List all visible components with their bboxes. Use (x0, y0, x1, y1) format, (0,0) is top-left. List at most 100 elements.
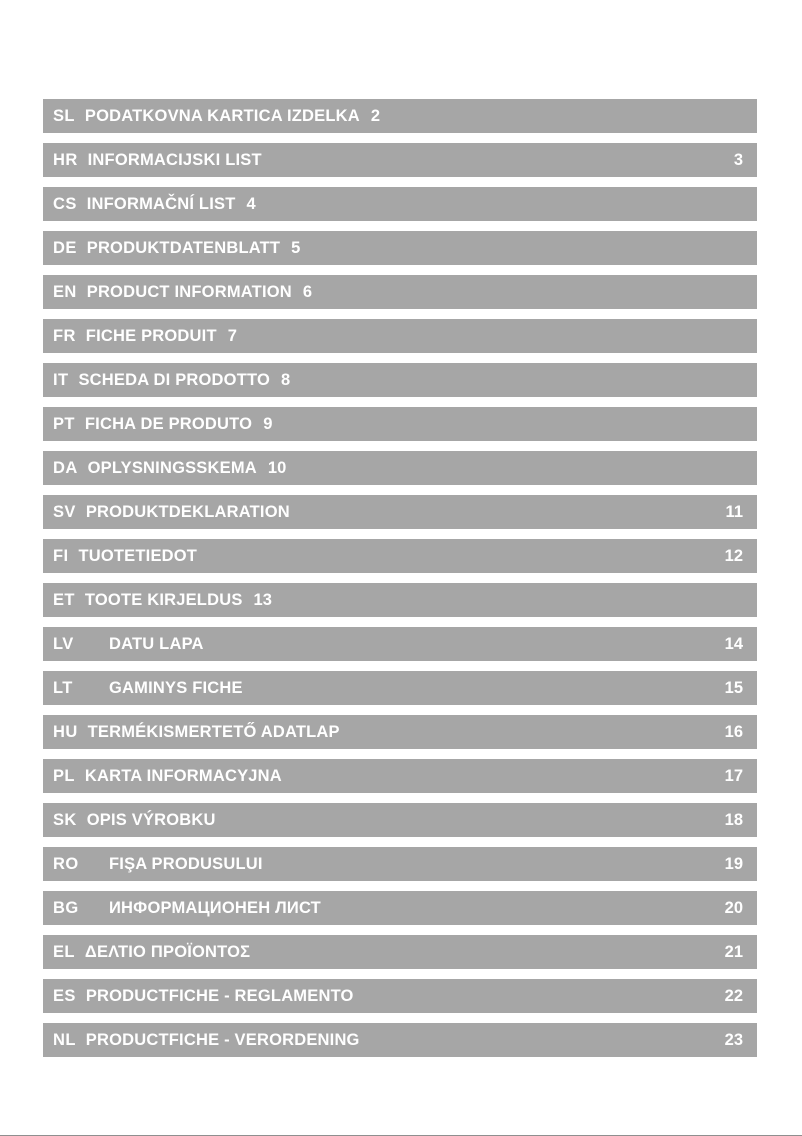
entry-title: INFORMACIJSKI LIST (87, 150, 262, 169)
entry-title: FIŞA PRODUSULUI (109, 854, 263, 873)
entry-title: TOOTE KIRJELDUS (84, 590, 243, 609)
toc-row-left: FR FICHE PRODUIT 7 (53, 328, 237, 345)
toc-row[interactable]: LV DATU LAPA 14 14 (43, 627, 757, 661)
entry-title: DATU LAPA (109, 634, 204, 653)
page-number-inline: 9 (263, 414, 273, 433)
language-code: EL (53, 942, 75, 961)
entry-title: INFORMAČNÍ LIST (86, 194, 236, 213)
page-number-right: 14 (724, 634, 743, 653)
language-code: LV (53, 634, 74, 653)
page-number-inline: 4 (246, 194, 256, 213)
page-number-right: 22 (724, 986, 743, 1005)
page-number-inline: 8 (281, 370, 291, 389)
language-code: FI (53, 546, 69, 565)
toc-row-left: NL PRODUCTFICHE - VERORDENING 23 (53, 1032, 360, 1049)
toc-row[interactable]: NL PRODUCTFICHE - VERORDENING 23 23 (43, 1023, 757, 1057)
toc-row[interactable]: SL PODATKOVNA KARTICA IZDELKA 2 2 (43, 99, 757, 133)
language-code: SK (53, 810, 77, 829)
toc-row[interactable]: LT GAMINYS FICHE 15 15 (43, 671, 757, 705)
entry-title: PRODUKTDATENBLATT (86, 238, 281, 257)
toc-row[interactable]: BG ИНФОРМАЦИОНЕН ЛИСТ 20 20 (43, 891, 757, 925)
entry-title: PODATKOVNA KARTICA IZDELKA (84, 106, 360, 125)
entry-title: KARTA INFORMACYJNA (84, 766, 282, 785)
language-code: BG (53, 898, 79, 917)
toc-row[interactable]: SV PRODUKTDEKLARATION 11 11 (43, 495, 757, 529)
toc-row-left: RO FIŞA PRODUSULUI 19 (53, 856, 263, 873)
toc-row[interactable]: PT FICHA DE PRODUTO 9 9 (43, 407, 757, 441)
entry-title: ΔΕΛΤΙΟ ΠΡΟΪΟΝΤΟΣ (84, 942, 251, 961)
language-code: IT (53, 370, 69, 389)
toc-row[interactable]: EL ΔΕΛΤΙΟ ΠΡΟΪΟΝΤΟΣ 21 21 (43, 935, 757, 969)
page-number-right: 12 (724, 546, 743, 565)
entry-title: PRODUCT INFORMATION (86, 282, 292, 301)
toc-row[interactable]: FI TUOTETIEDOT 12 12 (43, 539, 757, 573)
toc-row[interactable]: CS INFORMAČNÍ LIST 4 4 (43, 187, 757, 221)
toc-row-left: ES PRODUCTFICHE - REGLAMENTO 22 (53, 988, 354, 1005)
page-number-right: 20 (724, 898, 743, 917)
entry-title: OPIS VÝROBKU (86, 810, 216, 829)
entry-title: SCHEDA DI PRODOTTO (78, 370, 270, 389)
toc-row-left: EL ΔΕΛΤΙΟ ΠΡΟΪΟΝΤΟΣ 21 (53, 944, 250, 961)
page-number-right: 15 (724, 678, 743, 697)
toc-row[interactable]: EN PRODUCT INFORMATION 6 6 (43, 275, 757, 309)
toc-row[interactable]: HR INFORMACIJSKI LIST 3 3 (43, 143, 757, 177)
language-code: SV (53, 502, 76, 521)
toc-row[interactable]: IT SCHEDA DI PRODOTTO 8 8 (43, 363, 757, 397)
page-number-inline: 10 (267, 458, 287, 477)
page-number-right: 17 (724, 766, 743, 785)
page-number-inline: 6 (302, 282, 313, 301)
entry-title: PRODUCTFICHE - VERORDENING (85, 1030, 360, 1049)
toc-row-left: HR INFORMACIJSKI LIST 3 (53, 152, 262, 169)
language-code: NL (53, 1030, 76, 1049)
toc-row-left: LT GAMINYS FICHE 15 (53, 680, 243, 697)
language-code: DA (53, 458, 78, 477)
toc-row-left: DA OPLYSNINGSSKEMA 10 (53, 460, 286, 477)
language-code: ET (53, 590, 75, 609)
language-code: SL (53, 106, 75, 125)
toc-row[interactable]: DE PRODUKTDATENBLATT 5 5 (43, 231, 757, 265)
language-code: DE (53, 238, 77, 257)
toc-row-left: IT SCHEDA DI PRODOTTO 8 (53, 372, 290, 389)
language-code: FR (53, 326, 76, 345)
language-code: ES (53, 986, 76, 1005)
entry-title: TERMÉKISMERTETŐ ADATLAP (87, 722, 340, 741)
toc-row-left: SL PODATKOVNA KARTICA IZDELKA 2 (53, 108, 380, 125)
toc-row-left: FI TUOTETIEDOT 12 (53, 548, 197, 565)
toc-row[interactable]: FR FICHE PRODUIT 7 7 (43, 319, 757, 353)
page-number-right: 3 (733, 150, 743, 169)
toc-row[interactable]: PL KARTA INFORMACYJNA 17 17 (43, 759, 757, 793)
language-code: EN (53, 282, 77, 301)
entry-title: FICHA DE PRODUTO (84, 414, 253, 433)
language-code: PL (53, 766, 75, 785)
page-number-right: 16 (724, 722, 743, 741)
toc-row[interactable]: ES PRODUCTFICHE - REGLAMENTO 22 22 (43, 979, 757, 1013)
toc-row[interactable]: RO FIŞA PRODUSULUI 19 19 (43, 847, 757, 881)
toc-row-left: PT FICHA DE PRODUTO 9 (53, 416, 272, 433)
toc-row-left: ET TOOTE KIRJELDUS 13 (53, 592, 272, 609)
language-code: HR (53, 150, 78, 169)
page-number-inline: 13 (253, 590, 272, 609)
toc-row[interactable]: ET TOOTE KIRJELDUS 13 13 (43, 583, 757, 617)
language-code: PT (53, 414, 75, 433)
toc-row-left: EN PRODUCT INFORMATION 6 (53, 284, 312, 301)
language-code: RO (53, 854, 79, 873)
toc-row-left: SV PRODUKTDEKLARATION 11 (53, 504, 290, 521)
entry-title: GAMINYS FICHE (109, 678, 243, 697)
toc-row-left: BG ИНФОРМАЦИОНЕН ЛИСТ 20 (53, 900, 321, 917)
entry-title: PRODUKTDEKLARATION (85, 502, 290, 521)
page-number-inline: 7 (227, 326, 237, 345)
page-number-right: 23 (724, 1030, 743, 1049)
toc-row-left: CS INFORMAČNÍ LIST 4 (53, 196, 256, 213)
entry-title: PRODUCTFICHE - REGLAMENTO (85, 986, 354, 1005)
entry-title: FICHE PRODUIT (85, 326, 217, 345)
language-code: CS (53, 194, 77, 213)
toc-row-left: SK OPIS VÝROBKU 18 (53, 812, 216, 829)
language-code: LT (53, 678, 73, 697)
page-number-inline: 5 (291, 238, 301, 257)
language-code: HU (53, 722, 78, 741)
entry-title: OPLYSNINGSSKEMA (87, 458, 257, 477)
toc-row[interactable]: DA OPLYSNINGSSKEMA 10 10 (43, 451, 757, 485)
toc-row[interactable]: HU TERMÉKISMERTETŐ ADATLAP 16 16 (43, 715, 757, 749)
toc-row[interactable]: SK OPIS VÝROBKU 18 18 (43, 803, 757, 837)
